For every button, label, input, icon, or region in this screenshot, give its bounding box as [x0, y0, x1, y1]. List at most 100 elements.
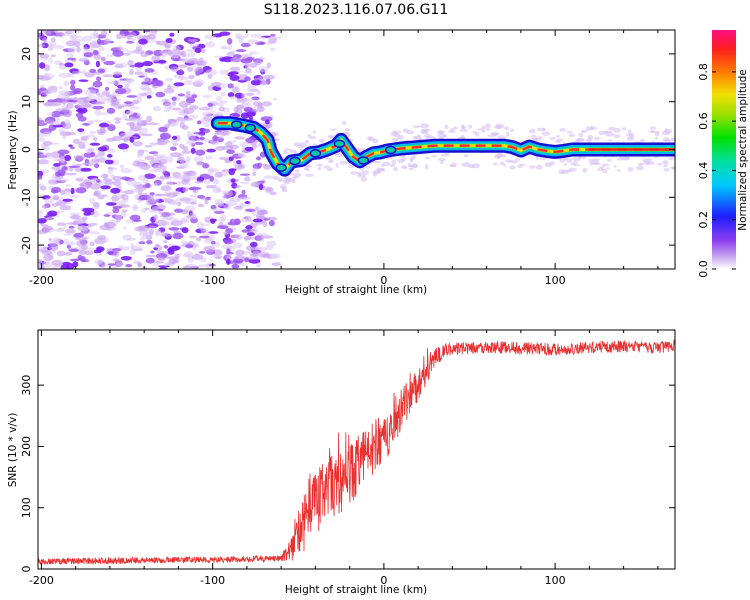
noise-speckle	[115, 88, 127, 95]
halo-speckle	[391, 159, 397, 165]
spectrogram-y-ticks: -20 -10 0 10 20	[20, 47, 675, 254]
noise-speckle	[132, 49, 145, 54]
halo-speckle	[360, 177, 368, 182]
snr-x-tick-label: 100	[545, 574, 566, 587]
signal-blob	[309, 149, 322, 158]
noise-speckle	[84, 88, 97, 96]
noise-speckle	[265, 119, 270, 125]
noise-speckle	[157, 139, 166, 144]
noise-speckle	[57, 178, 70, 182]
halo-speckle	[485, 128, 491, 131]
noise-speckle	[64, 119, 71, 125]
noise-speckle	[70, 79, 76, 85]
noise-speckle	[215, 96, 223, 102]
noise-speckle	[107, 124, 116, 132]
noise-speckle	[203, 105, 214, 111]
halo-speckle	[662, 160, 669, 165]
noise-speckle	[221, 56, 234, 63]
noise-speckle	[245, 92, 255, 96]
noise-speckle	[257, 209, 268, 215]
noise-speckle	[69, 146, 76, 150]
noise-speckle	[48, 244, 59, 251]
noise-speckle	[184, 102, 192, 106]
noise-speckle	[226, 258, 231, 266]
noise-speckle	[172, 232, 184, 240]
noise-speckle	[159, 175, 172, 180]
noise-speckle	[238, 164, 243, 169]
noise-speckle	[157, 256, 166, 261]
halo-speckle	[646, 158, 652, 162]
noise-speckle	[89, 197, 96, 205]
halo-speckle	[655, 136, 658, 140]
noise-speckle	[122, 148, 129, 153]
noise-speckle	[125, 219, 134, 224]
noise-speckle	[211, 208, 223, 212]
signal-blob	[275, 163, 287, 172]
noise-speckle	[243, 106, 253, 113]
noise-speckle	[244, 32, 249, 38]
noise-speckle	[116, 193, 123, 199]
noise-speckle	[138, 38, 148, 45]
signal-blob	[357, 156, 370, 165]
noise-speckle	[269, 47, 276, 51]
noise-speckle	[157, 59, 167, 64]
noise-speckle	[266, 62, 271, 69]
noise-speckle	[145, 173, 157, 179]
noise-speckle	[53, 238, 60, 243]
noise-speckle	[211, 82, 222, 87]
noise-speckle	[132, 99, 140, 105]
noise-speckle	[205, 41, 216, 48]
signal-blob	[333, 139, 346, 149]
noise-speckle	[47, 99, 57, 103]
noise-speckle	[145, 257, 155, 264]
noise-speckle	[209, 175, 214, 182]
noise-speckle	[97, 94, 104, 98]
noise-speckle	[62, 198, 73, 202]
noise-speckle	[165, 192, 177, 198]
noise-speckle	[250, 253, 258, 257]
noise-speckle	[129, 188, 138, 193]
halo-speckle	[664, 128, 673, 134]
spectrogram-y-tick-label: -10	[20, 188, 33, 206]
noise-speckle	[112, 207, 120, 214]
noise-speckle	[71, 38, 84, 43]
halo-speckle	[535, 164, 543, 170]
halo-speckle	[556, 138, 564, 143]
noise-speckle	[58, 128, 65, 134]
spectrogram-signal	[210, 116, 675, 177]
noise-speckle	[103, 60, 116, 66]
noise-speckle	[262, 221, 268, 228]
noise-speckle	[65, 40, 76, 47]
halo-speckle	[305, 173, 314, 177]
noise-speckle	[244, 257, 250, 263]
noise-speckle	[132, 184, 138, 188]
noise-speckle	[50, 101, 62, 107]
noise-speckle	[230, 57, 242, 63]
halo-speckle	[324, 157, 331, 160]
halo-speckle	[295, 169, 300, 173]
noise-speckle	[186, 139, 196, 146]
noise-speckle	[126, 95, 138, 98]
noise-speckle	[214, 171, 223, 178]
noise-speckle	[244, 76, 251, 82]
noise-speckle	[68, 144, 73, 147]
noise-speckle	[59, 156, 65, 160]
noise-speckle	[173, 82, 185, 87]
noise-speckle	[221, 244, 232, 249]
noise-speckle	[172, 45, 181, 52]
noise-speckle	[138, 241, 146, 245]
noise-speckle	[112, 135, 123, 141]
noise-speckle	[70, 187, 75, 195]
noise-speckle	[126, 179, 137, 186]
noise-speckle	[203, 245, 216, 253]
noise-speckle	[52, 264, 58, 269]
noise-speckle	[73, 41, 81, 48]
halo-speckle	[304, 140, 310, 144]
noise-speckle	[191, 94, 198, 99]
noise-speckle	[261, 101, 273, 107]
noise-speckle	[258, 56, 266, 60]
noise-speckle	[92, 30, 99, 37]
spectrogram-x-tick-label: 0	[380, 274, 387, 287]
halo-speckle	[613, 134, 621, 139]
halo-speckle	[277, 178, 283, 181]
